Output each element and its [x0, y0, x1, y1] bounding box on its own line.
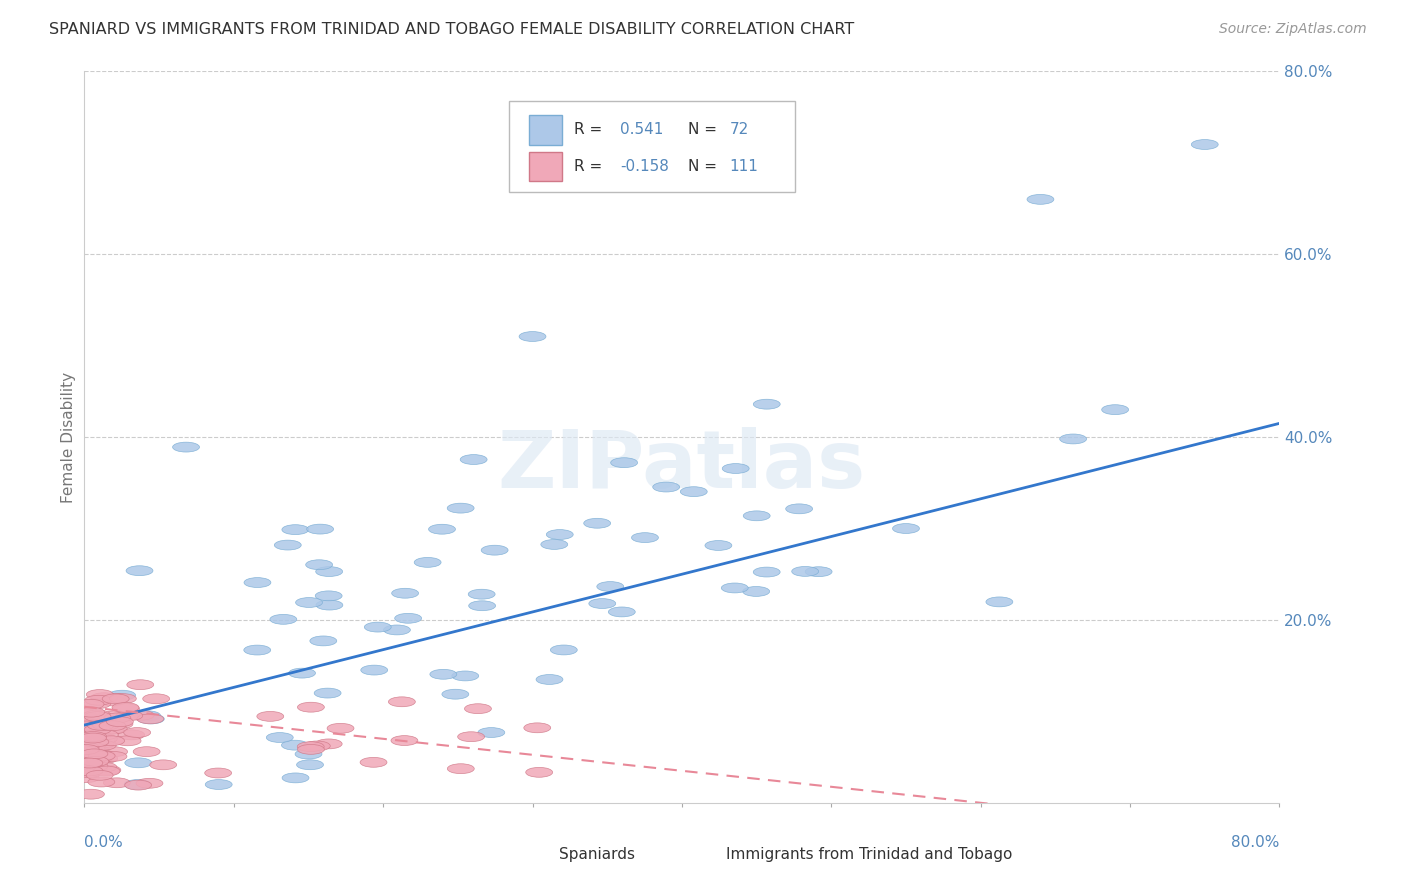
Text: 72: 72 — [730, 122, 749, 137]
Text: SPANIARD VS IMMIGRANTS FROM TRINIDAD AND TOBAGO FEMALE DISABILITY CORRELATION CH: SPANIARD VS IMMIGRANTS FROM TRINIDAD AND… — [49, 22, 855, 37]
Text: R =: R = — [575, 122, 607, 137]
Text: R =: R = — [575, 159, 607, 174]
Text: N =: N = — [688, 159, 721, 174]
Text: 80.0%: 80.0% — [1232, 835, 1279, 850]
Y-axis label: Female Disability: Female Disability — [60, 371, 76, 503]
FancyBboxPatch shape — [529, 152, 562, 181]
Text: 0.0%: 0.0% — [84, 835, 124, 850]
Text: Spaniards: Spaniards — [558, 847, 636, 863]
Text: Immigrants from Trinidad and Tobago: Immigrants from Trinidad and Tobago — [725, 847, 1012, 863]
Text: Source: ZipAtlas.com: Source: ZipAtlas.com — [1219, 22, 1367, 37]
FancyBboxPatch shape — [527, 844, 553, 866]
Text: N =: N = — [688, 122, 721, 137]
FancyBboxPatch shape — [529, 115, 562, 145]
Text: 111: 111 — [730, 159, 759, 174]
Text: -0.158: -0.158 — [620, 159, 669, 174]
Text: 0.541: 0.541 — [620, 122, 664, 137]
FancyBboxPatch shape — [509, 101, 796, 192]
FancyBboxPatch shape — [695, 844, 720, 866]
Text: ZIPatlas: ZIPatlas — [498, 427, 866, 506]
